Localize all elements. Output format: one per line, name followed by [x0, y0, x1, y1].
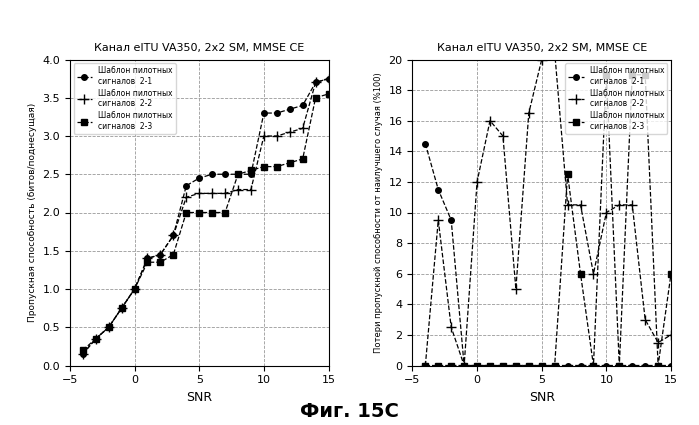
Legend: Шаблон пилотных
сигналов  2-1, Шаблон пилотных
сигналов  2-2, Шаблон пилотных
си: Шаблон пилотных сигналов 2-1, Шаблон пил… — [73, 63, 175, 134]
Title: Канал eITU VA350, 2x2 SM, MMSE CE: Канал eITU VA350, 2x2 SM, MMSE CE — [94, 43, 304, 53]
X-axis label: SNR: SNR — [528, 391, 555, 404]
X-axis label: SNR: SNR — [186, 391, 212, 404]
Legend: Шаблон пилотных
сигналов  2-1, Шаблон пилотных
сигналов  2-2, Шаблон пилотных
си: Шаблон пилотных сигналов 2-1, Шаблон пил… — [565, 63, 668, 134]
Y-axis label: Пропускная способность (битов/поднесущая): Пропускная способность (битов/поднесущая… — [28, 103, 37, 322]
Text: Фиг. 15C: Фиг. 15C — [300, 402, 399, 421]
Title: Канал eITU VA350, 2x2 SM, MMSE CE: Канал eITU VA350, 2x2 SM, MMSE CE — [437, 43, 647, 53]
Y-axis label: Потери пропускной способности от наилучшего случая (%100): Потери пропускной способности от наилучш… — [374, 72, 383, 353]
